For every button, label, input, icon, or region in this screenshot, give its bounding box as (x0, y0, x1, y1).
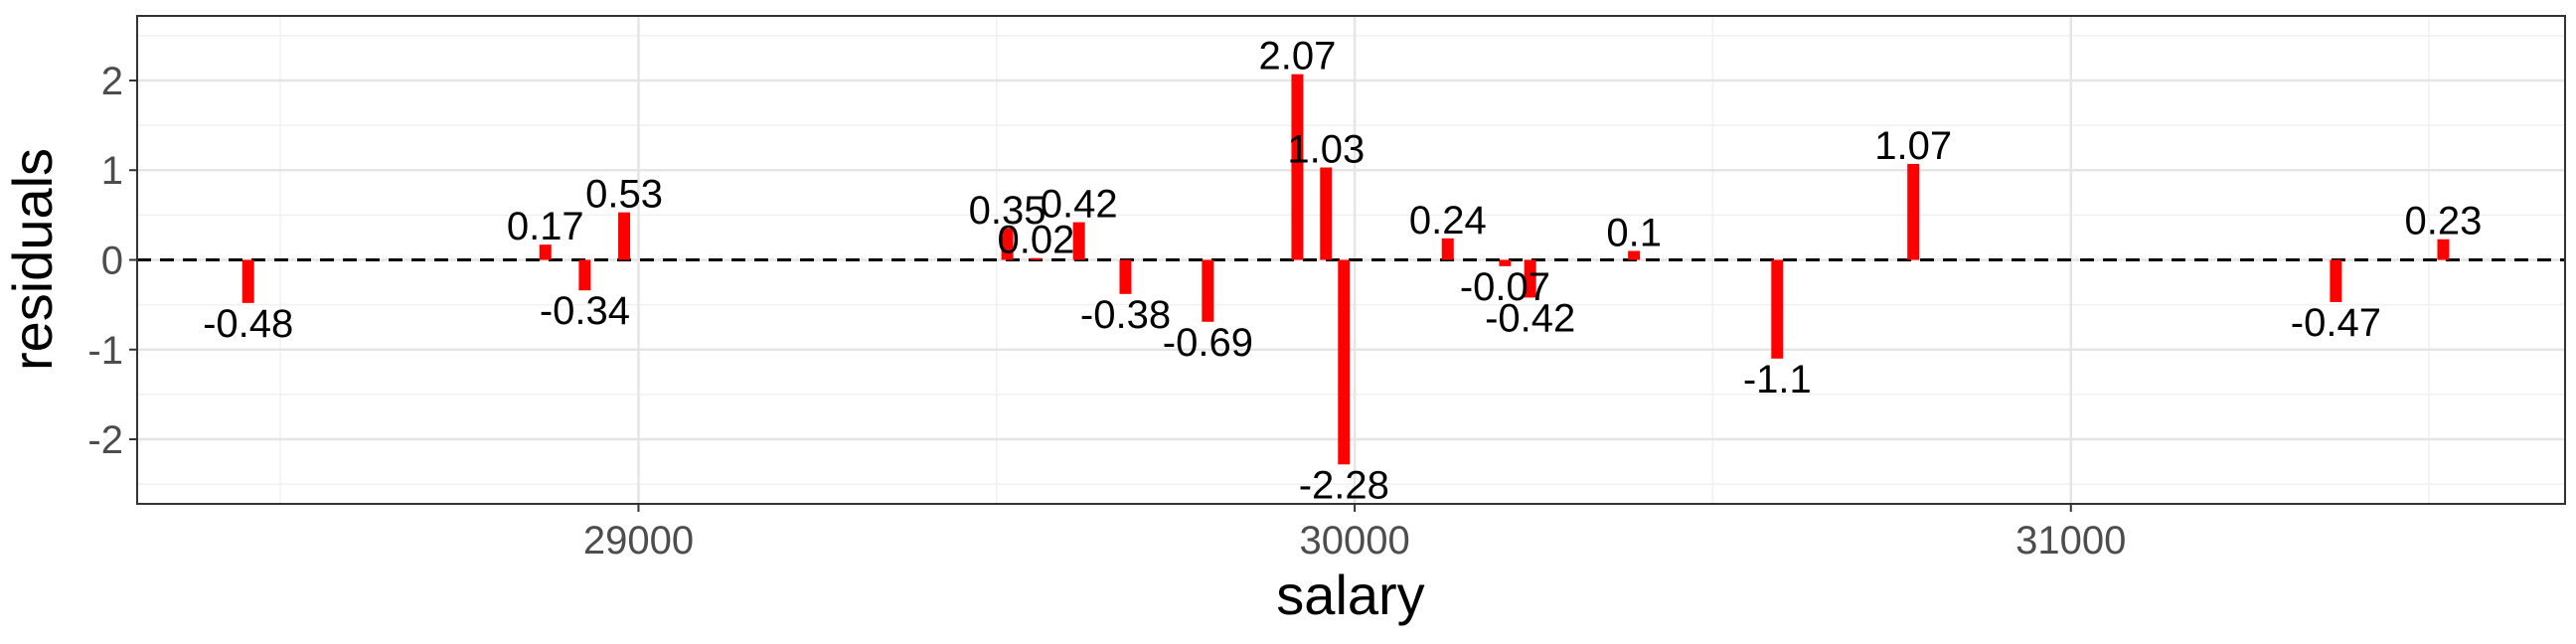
y-tick-label: 0 (101, 240, 123, 283)
residual-bar (578, 259, 591, 291)
residual-bar (2330, 259, 2342, 302)
x-tick-label: 30000 (1299, 519, 1409, 563)
y-axis-title: residuals (1, 148, 64, 371)
residual-data-label: 0.17 (507, 205, 584, 248)
y-tick-label: -2 (87, 418, 123, 462)
residual-bar (1524, 259, 1536, 298)
residual-bar (539, 244, 552, 260)
residual-data-label: 0.02 (997, 219, 1074, 262)
residual-bar (1291, 74, 1304, 260)
residual-bar (618, 212, 631, 260)
x-axis-title: salary (1276, 564, 1424, 626)
residual-bar (1001, 228, 1014, 260)
residual-data-label: 0.24 (1409, 199, 1487, 242)
x-tick-label: 29000 (583, 519, 694, 563)
y-tick-label: 1 (101, 149, 123, 193)
y-tick-label: -1 (87, 329, 123, 373)
residual-data-label: -1.1 (1743, 358, 1812, 402)
residual-bar (1441, 238, 1454, 260)
residual-bar (1030, 257, 1043, 260)
residual-bar (1628, 250, 1641, 260)
residual-bar (1202, 259, 1214, 322)
residual-bar (242, 259, 254, 303)
residual-data-label: -0.34 (540, 289, 630, 333)
residual-bar (1499, 259, 1512, 266)
residual-bar (2437, 239, 2450, 260)
residual-data-label: 0.53 (585, 173, 663, 217)
residual-bar (1907, 163, 1920, 260)
residual-data-label: -0.38 (1080, 293, 1171, 337)
residual-bar (1320, 167, 1333, 260)
residual-bar (1119, 259, 1132, 294)
y-tick-label: 2 (101, 60, 123, 103)
residual-data-label: 0.1 (1606, 211, 1662, 254)
residual-labels: -0.48 0.17 -0.34 0.53 0.350.020.42 -0.38-0.69… (203, 35, 2482, 508)
residual-data-label: 0.35 (969, 189, 1046, 233)
x-axis: 29000 30000 31000 (583, 504, 2126, 563)
residual-bars (242, 74, 2450, 465)
residual-bar (1338, 259, 1351, 465)
residual-data-label: -0.48 (203, 302, 293, 346)
residual-bar (1072, 222, 1085, 260)
residual-data-label: -0.47 (2291, 301, 2381, 345)
y-axis: -2 -1 0 1 2 (87, 60, 137, 462)
x-tick-label: 31000 (2015, 519, 2126, 563)
residual-data-label: 1.07 (1874, 124, 1952, 168)
residual-data-label: 2.07 (1259, 35, 1337, 79)
residual-data-label: 0.23 (2405, 200, 2483, 243)
residual-data-label: 0.42 (1041, 183, 1118, 227)
residual-data-label: -0.07 (1460, 265, 1550, 309)
residual-bar (1771, 259, 1784, 359)
residual-data-label: -2.28 (1299, 463, 1389, 507)
residual-data-label: -0.69 (1163, 321, 1253, 365)
residual-data-label: -0.42 (1485, 296, 1575, 340)
residual-data-label: 1.03 (1287, 128, 1365, 172)
